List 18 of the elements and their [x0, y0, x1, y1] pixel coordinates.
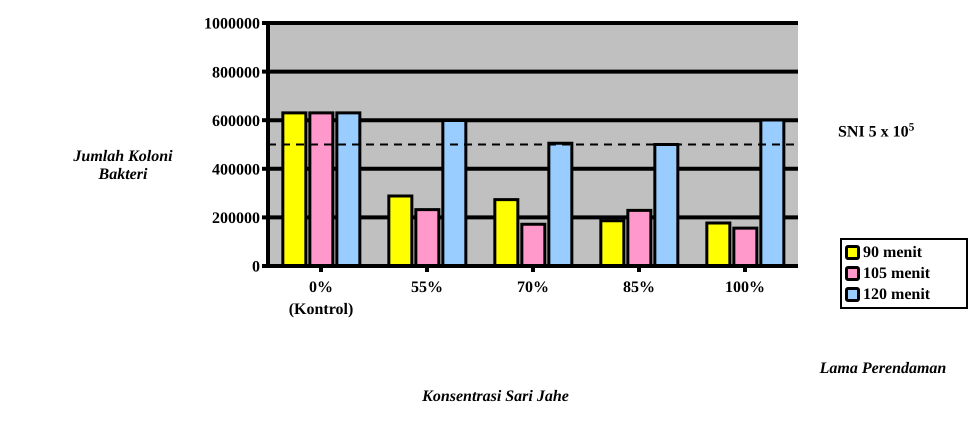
x-tick-label: 70%	[517, 279, 549, 296]
y-tick-label: 400000	[212, 161, 260, 178]
y-tick-label: 1000000	[204, 16, 260, 33]
x-axis-title: Konsentrasi Sari Jahe	[421, 388, 570, 406]
x-tick-label: 0% (Kontrol)	[288, 279, 354, 318]
legend-label: 120 menit	[862, 284, 932, 304]
ref-line-label: SNI 5 x 10$^{5}$	[838, 122, 915, 140]
legend-label: 105 menit	[862, 264, 932, 284]
x-tick-label: 100%	[725, 279, 765, 296]
y-axis-title: Jumlah Koloni Bakteri	[72, 148, 174, 184]
y-tick-label: 0	[252, 258, 260, 276]
x-tick-label: 85%	[623, 279, 655, 296]
y-tick-label: 200000	[212, 210, 260, 228]
legend-label: 90 menit	[862, 242, 924, 262]
y-tick-label: 600000	[212, 112, 260, 130]
y-tick-label: 800000	[212, 64, 260, 82]
x-tick-label: 55%	[411, 279, 443, 296]
legend-title: Lama Perendaman	[818, 360, 948, 378]
